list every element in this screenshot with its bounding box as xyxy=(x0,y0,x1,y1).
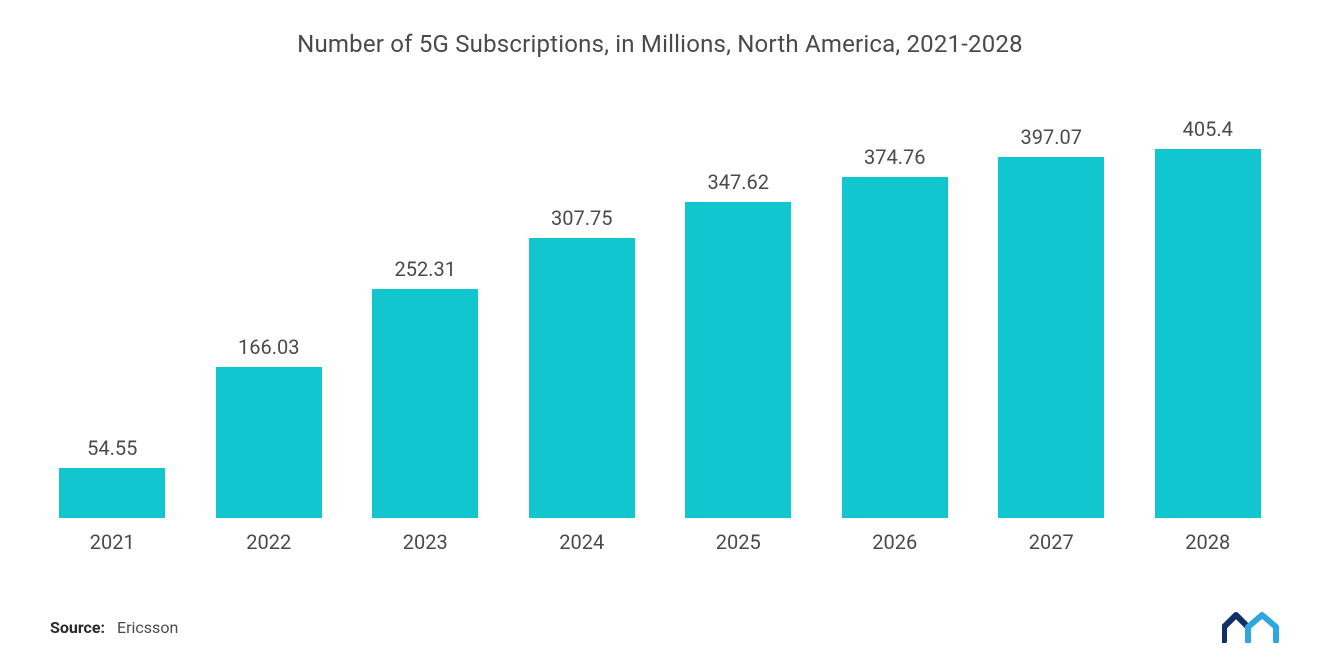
x-tick: 2028 xyxy=(1142,530,1275,554)
x-tick: 2021 xyxy=(46,530,179,554)
bar xyxy=(842,177,948,518)
bar-slot: 405.4 xyxy=(1142,118,1275,518)
value-label: 252.31 xyxy=(395,257,456,281)
bar-slot: 397.07 xyxy=(985,118,1118,518)
source-footer: Source: Ericsson xyxy=(50,618,178,637)
x-tick: 2024 xyxy=(516,530,649,554)
x-tick: 2027 xyxy=(985,530,1118,554)
bar xyxy=(998,157,1104,518)
bar xyxy=(216,367,322,518)
bar xyxy=(59,468,165,518)
value-label: 374.76 xyxy=(864,145,925,169)
x-tick: 2023 xyxy=(359,530,492,554)
x-tick: 2022 xyxy=(203,530,336,554)
x-tick: 2025 xyxy=(672,530,805,554)
bar xyxy=(1155,149,1261,518)
bar xyxy=(372,289,478,518)
logo-right-path xyxy=(1248,615,1276,641)
bar-slot: 307.75 xyxy=(516,118,649,518)
value-label: 397.07 xyxy=(1021,125,1082,149)
bar-slot: 54.55 xyxy=(46,118,179,518)
bar xyxy=(529,238,635,518)
value-label: 54.55 xyxy=(87,436,137,460)
x-axis: 2021 2022 2023 2024 2025 2026 2027 2028 xyxy=(40,530,1280,554)
bar-plot: 54.55 166.03 252.31 307.75 347.62 374.76… xyxy=(40,118,1280,518)
x-tick: 2026 xyxy=(829,530,962,554)
value-label: 307.75 xyxy=(551,206,612,230)
value-label: 347.62 xyxy=(708,170,769,194)
bar-slot: 166.03 xyxy=(203,118,336,518)
logo-left-path xyxy=(1224,615,1248,641)
bar-slot: 374.76 xyxy=(829,118,962,518)
chart-title: Number of 5G Subscriptions, in Millions,… xyxy=(40,30,1280,58)
bar-slot: 252.31 xyxy=(359,118,492,518)
chart-container: Number of 5G Subscriptions, in Millions,… xyxy=(0,0,1320,665)
value-label: 166.03 xyxy=(238,335,299,359)
mordor-intelligence-logo-icon xyxy=(1222,611,1280,643)
bar-slot: 347.62 xyxy=(672,118,805,518)
source-name: Ericsson xyxy=(117,618,178,637)
bar xyxy=(685,202,791,518)
source-label: Source: xyxy=(50,618,105,637)
value-label: 405.4 xyxy=(1183,117,1233,141)
